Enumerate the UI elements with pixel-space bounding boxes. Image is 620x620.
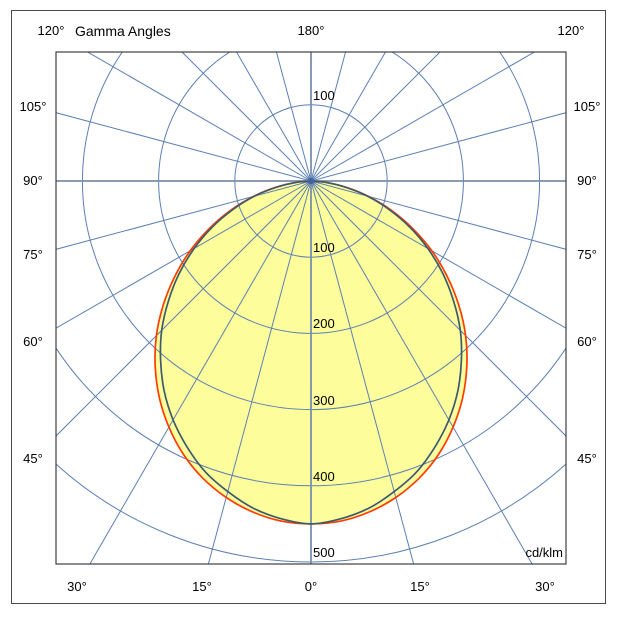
grid-ray-45 <box>310 180 566 437</box>
grid-ray-60 <box>310 180 566 329</box>
grid-ray-330 <box>89 180 312 564</box>
grid-ray-135 <box>310 52 441 182</box>
grid-ray-120 <box>310 52 536 182</box>
grid-ray-165 <box>310 52 347 182</box>
grid-ray-240 <box>86 52 312 182</box>
intensity-curve-inner <box>159 180 463 525</box>
grid-ray-105 <box>310 112 566 182</box>
grid-ray-75 <box>310 180 566 250</box>
grid-ray-255 <box>56 112 312 182</box>
grid-ray-345 <box>207 180 312 564</box>
grid-ray-315 <box>56 180 312 437</box>
plot-border <box>55 51 567 565</box>
center-dot <box>307 177 315 185</box>
grid-ray-300 <box>56 180 312 329</box>
grid-ray-150 <box>310 52 387 182</box>
grid-ray-285 <box>56 180 312 250</box>
grid-ray-225 <box>181 52 312 182</box>
grid-ray-30 <box>310 180 533 564</box>
grid-ray-15 <box>310 180 415 564</box>
grid-ray-210 <box>235 52 312 182</box>
grid-ray-195 <box>275 52 312 182</box>
